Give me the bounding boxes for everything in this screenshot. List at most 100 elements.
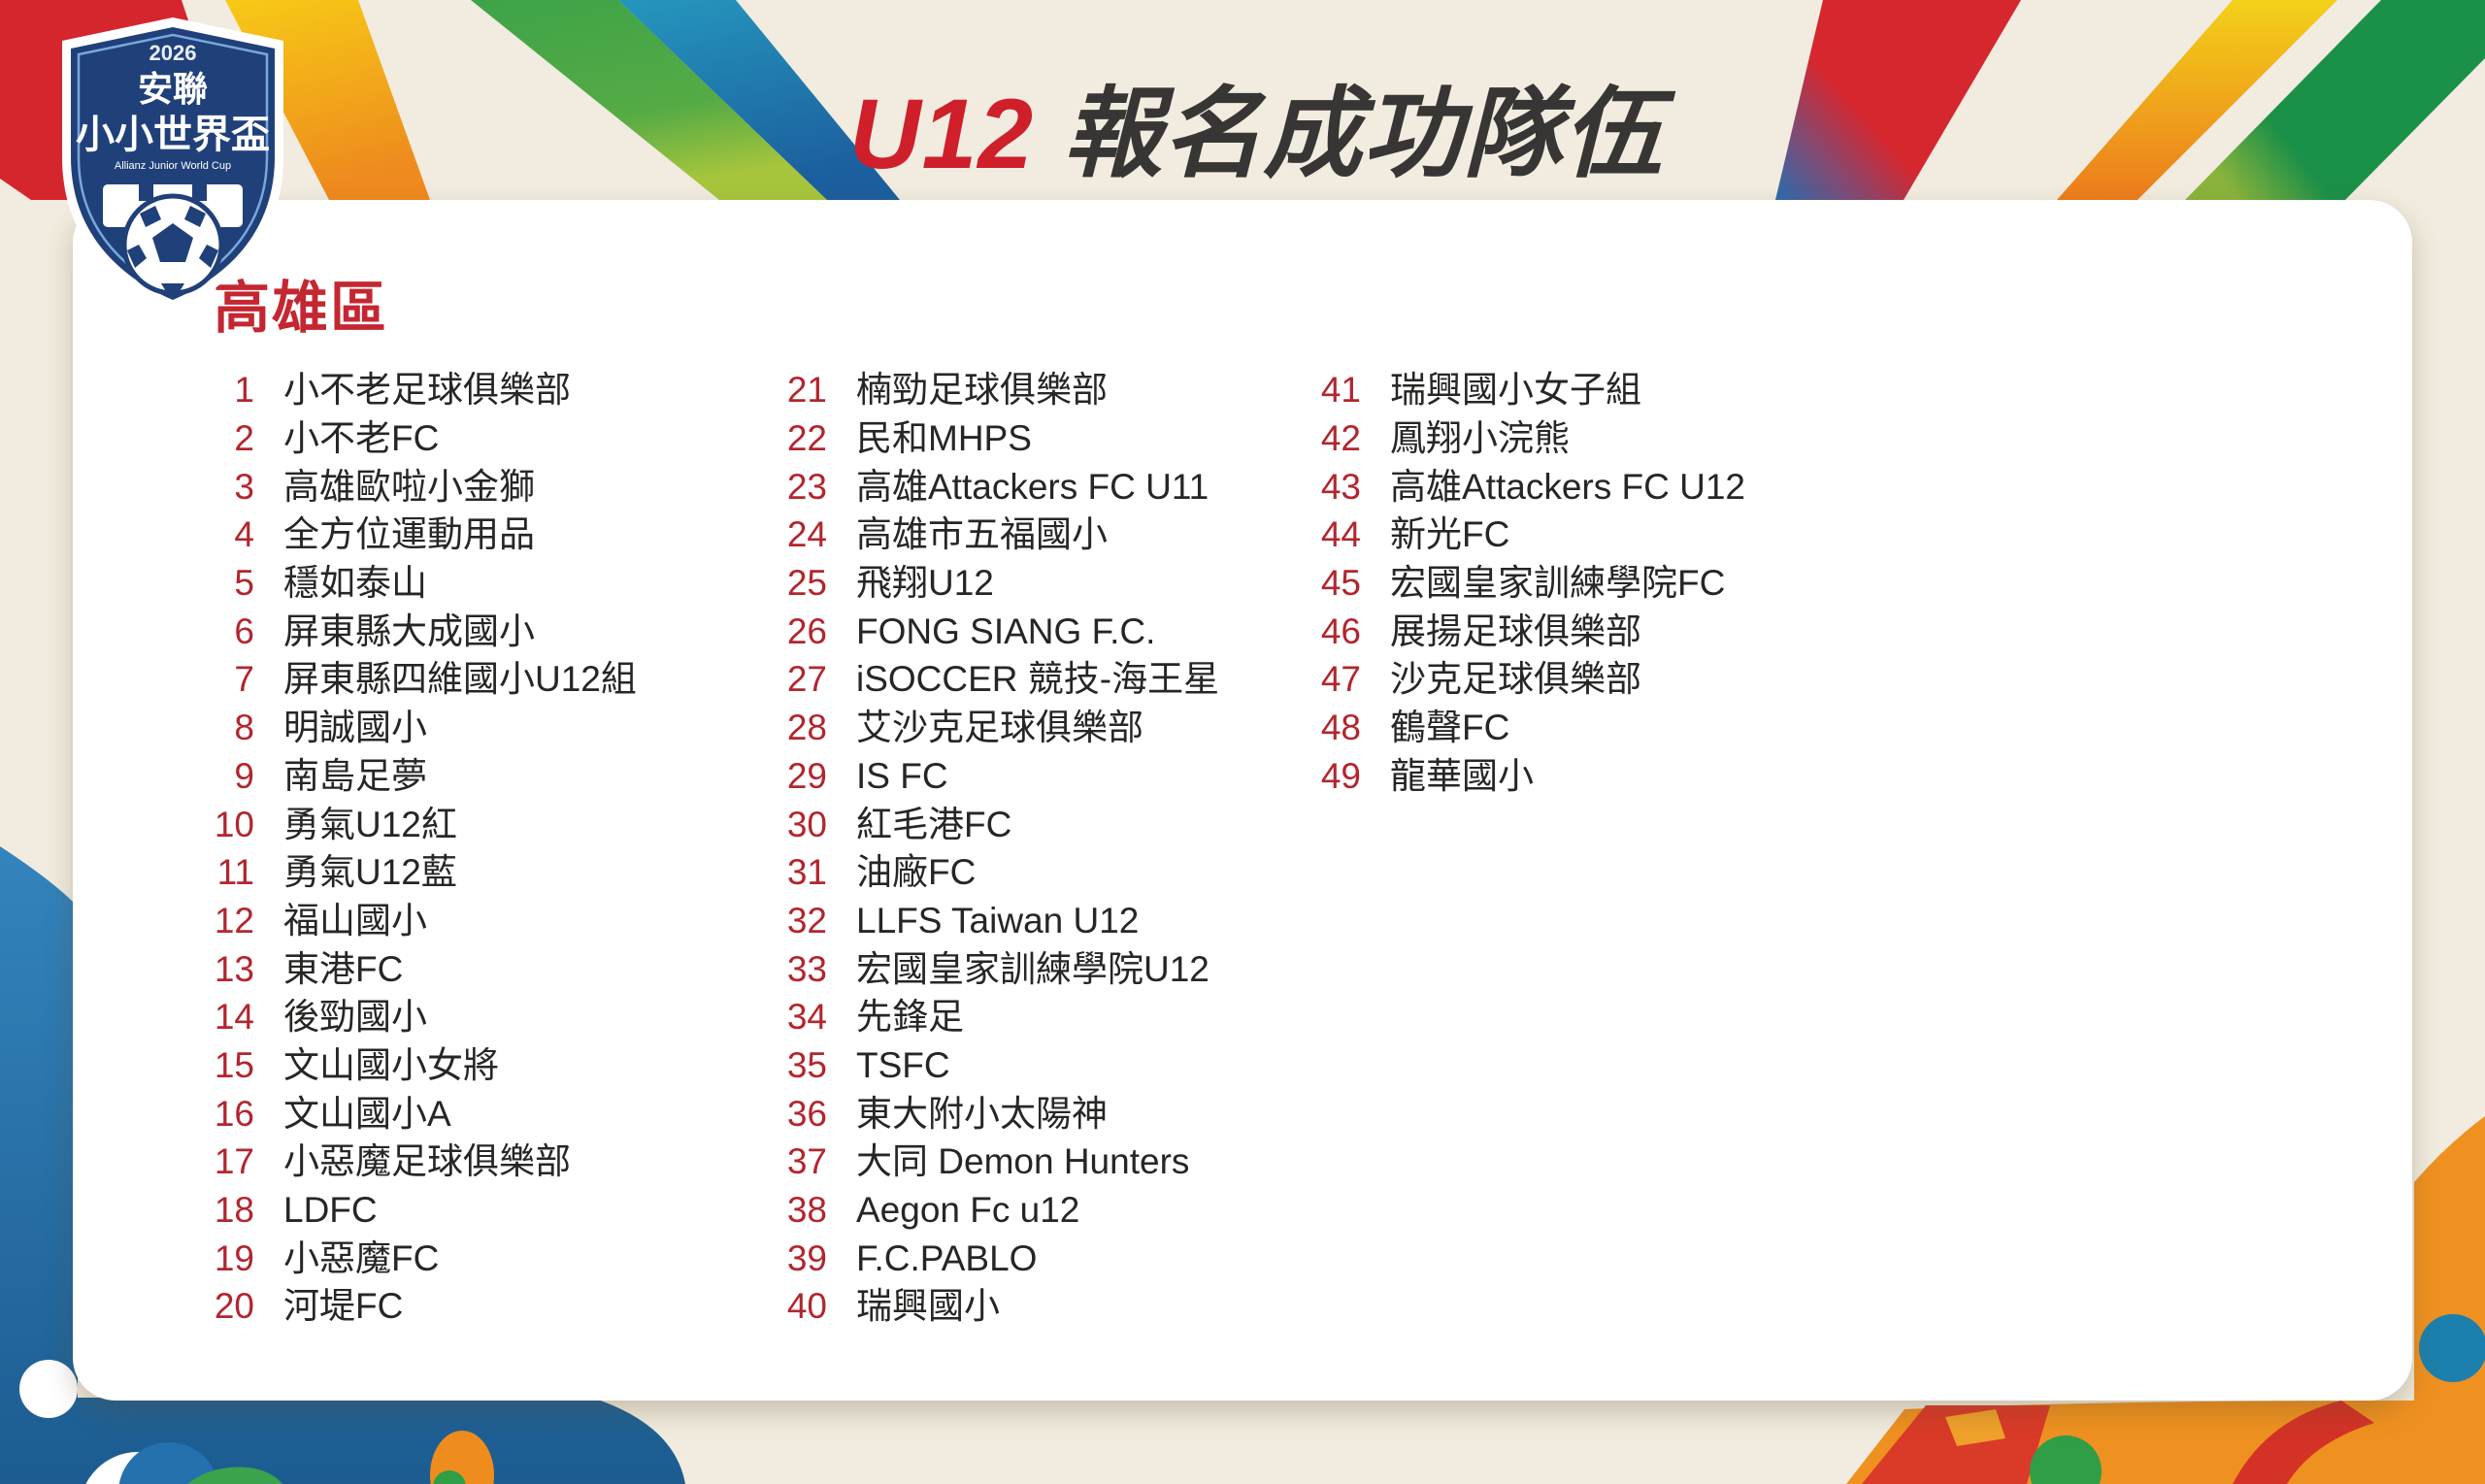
ray-red-right — [1775, 0, 2021, 200]
team-row: 6 屏東縣大成國小 — [128, 607, 637, 655]
team-name: 新光FC — [1390, 514, 1510, 555]
team-name: 大同 Demon Hunters — [856, 1141, 1190, 1182]
white-dot — [19, 1360, 78, 1418]
team-name: 艾沙克足球俱樂部 — [856, 708, 1143, 748]
team-name: 瑞興國小女子組 — [1390, 370, 1641, 411]
team-row: 37 大同 Demon Hunters — [701, 1138, 1219, 1186]
team-name: 沙克足球俱樂部 — [1390, 659, 1641, 700]
team-row: 24 高雄市五福國小 — [701, 511, 1219, 559]
team-name: 河堤FC — [283, 1286, 404, 1327]
team-number: 40 — [786, 1286, 827, 1327]
team-number: 19 — [214, 1237, 254, 1278]
team-number: 44 — [1320, 514, 1361, 555]
team-number: 34 — [786, 997, 827, 1038]
team-name: FONG SIANG F.C. — [856, 610, 1156, 651]
team-row: 23 高雄Attackers FC U11 — [701, 462, 1219, 511]
team-row: 10 勇氣U12紅 — [128, 800, 637, 848]
teal-dot — [2419, 1314, 2485, 1382]
team-row: 46 展揚足球俱樂部 — [1235, 607, 1745, 655]
team-number: 11 — [216, 852, 254, 893]
team-name: 龍華國小 — [1390, 755, 1534, 796]
team-name: 宏國皇家訓練學院U12 — [856, 948, 1209, 989]
team-row: 32 LLFS Taiwan U12 — [701, 897, 1219, 945]
team-row: 35 TSFC — [701, 1041, 1219, 1090]
team-name: 全方位運動用品 — [283, 514, 535, 555]
team-name: LDFC — [283, 1190, 378, 1231]
team-row: 5 穩如泰山 — [128, 559, 637, 608]
team-number: 45 — [1320, 563, 1361, 604]
red-wedge — [1862, 1405, 2050, 1484]
team-row: 33 宏國皇家訓練學院U12 — [701, 944, 1219, 993]
team-number: 8 — [234, 708, 254, 748]
team-name: 高雄Attackers FC U11 — [856, 466, 1209, 507]
page-title: U12 報名成功隊伍 — [14, 54, 2485, 197]
logo-subtitle: Allianz Junior World Cup — [115, 160, 231, 172]
team-row: 26 FONG SIANG F.C. — [701, 607, 1219, 655]
team-number: 25 — [786, 563, 827, 604]
team-number: 48 — [1320, 708, 1361, 748]
orange-fruit — [430, 1431, 494, 1484]
registration-card — [73, 200, 2412, 1401]
team-column-2: 21 楠勁足球俱樂部 22 民和MHPS 23 高雄Attackers FC U11 24 高… — [701, 366, 1219, 1331]
team-row: 28 艾沙克足球俱樂部 — [701, 704, 1219, 752]
team-column-3: 41 瑞興國小女子組 42 鳳翔小浣熊 43 高雄Attackers FC U12 44 新光… — [1235, 366, 1745, 800]
team-row: 36 東大附小太陽神 — [701, 1089, 1219, 1138]
team-number: 31 — [786, 852, 827, 893]
team-name: 東港FC — [283, 948, 404, 989]
team-name: 先鋒足 — [856, 997, 964, 1038]
team-number: 17 — [214, 1141, 254, 1182]
team-row: 11 勇氣U12藍 — [128, 848, 637, 897]
team-number: 15 — [214, 1044, 254, 1085]
red-curve — [2233, 1401, 2374, 1484]
team-number: 30 — [786, 804, 827, 844]
ray-green-left — [471, 0, 827, 200]
team-name: 高雄Attackers FC U12 — [1390, 466, 1745, 507]
team-name: 鳳翔小浣熊 — [1390, 418, 1570, 459]
team-name: 小惡魔足球俱樂部 — [283, 1141, 571, 1182]
team-number: 21 — [786, 370, 827, 411]
team-name: 明誠國小 — [283, 708, 427, 748]
team-row: 3 高雄歐啦小金獅 — [128, 462, 637, 511]
team-number: 26 — [786, 610, 827, 651]
team-name: 勇氣U12紅 — [283, 804, 457, 844]
team-row: 43 高雄Attackers FC U12 — [1235, 462, 1745, 511]
team-number: 23 — [786, 466, 827, 507]
white-crescent-cut — [118, 1442, 219, 1484]
team-name: iSOCCER 競技-海王星 — [856, 659, 1220, 700]
team-number: 37 — [786, 1141, 827, 1182]
team-row: 16 文山國小A — [128, 1089, 637, 1138]
green-dot-left — [433, 1470, 466, 1484]
ray-green-right — [2185, 0, 2485, 200]
team-number: 2 — [234, 418, 254, 459]
team-number: 42 — [1320, 418, 1361, 459]
team-row: 42 鳳翔小浣熊 — [1235, 414, 1745, 463]
team-number: 39 — [786, 1237, 827, 1278]
team-number: 32 — [786, 900, 827, 940]
team-row: 15 文山國小女將 — [128, 1041, 637, 1090]
team-row: 9 南島足夢 — [128, 752, 637, 801]
blue-corner-shape — [0, 846, 685, 1484]
team-name: 小不老足球俱樂部 — [283, 370, 571, 411]
team-row: 34 先鋒足 — [701, 993, 1219, 1041]
team-name: 文山國小女將 — [283, 1044, 499, 1085]
team-number: 20 — [214, 1286, 254, 1327]
team-number: 36 — [786, 1093, 827, 1134]
team-number: 1 — [234, 370, 254, 411]
team-number: 27 — [786, 659, 827, 700]
team-number: 6 — [234, 610, 254, 651]
event-logo: 2026 安聯 小小世界盃 Allianz Junior World Cup — [62, 17, 283, 311]
team-number: 33 — [786, 948, 827, 989]
team-number: 35 — [786, 1044, 827, 1085]
team-row: 30 紅毛港FC — [701, 800, 1219, 848]
team-name: F.C.PABLO — [856, 1237, 1038, 1278]
team-name: 屏東縣大成國小 — [283, 610, 535, 651]
team-name: LLFS Taiwan U12 — [856, 900, 1140, 940]
team-name: 紅毛港FC — [856, 804, 1012, 844]
team-number: 16 — [214, 1093, 254, 1134]
team-number: 22 — [786, 418, 827, 459]
team-number: 7 — [234, 659, 254, 700]
team-row: 17 小惡魔足球俱樂部 — [128, 1138, 637, 1186]
team-number: 49 — [1320, 755, 1361, 796]
